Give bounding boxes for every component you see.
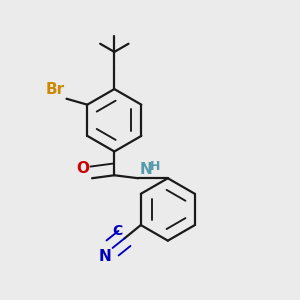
Text: N: N: [140, 162, 152, 177]
Text: N: N: [98, 249, 111, 264]
Text: H: H: [149, 160, 160, 173]
Text: O: O: [77, 161, 90, 176]
Text: Br: Br: [46, 82, 65, 97]
Text: C: C: [112, 224, 122, 238]
